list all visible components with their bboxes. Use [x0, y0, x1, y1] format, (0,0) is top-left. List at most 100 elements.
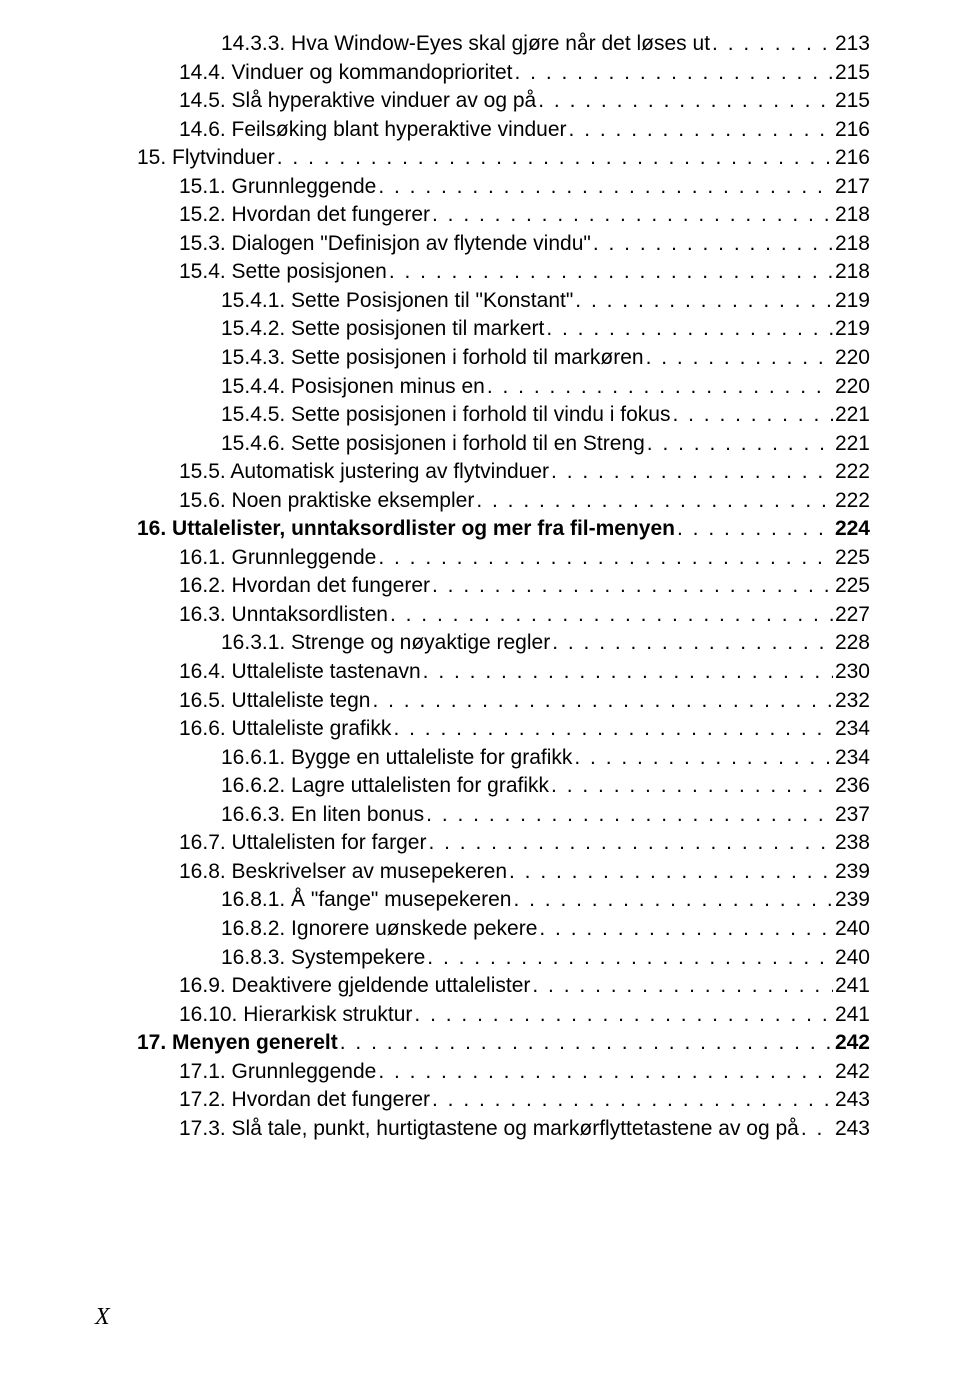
toc-entry-page: 216	[835, 144, 870, 173]
toc-entry-title: 14.4. Vinduer og kommandoprioritet	[179, 59, 512, 88]
toc-entry-title: 16. Uttalelister, unntaksordlister og me…	[137, 515, 675, 544]
toc-entry-title: 16.10. Hierarkisk struktur	[179, 1001, 412, 1030]
toc-entry-title: 15.4. Sette posisjonen	[179, 258, 387, 287]
toc-entry-page: 218	[835, 230, 870, 259]
toc-entry-page: 221	[835, 430, 870, 459]
toc-entry-page: 220	[835, 344, 870, 373]
toc-entry: 16.2. Hvordan det fungerer. . . . . . . …	[95, 572, 870, 601]
toc-entry: 15.1. Grunnleggende. . . . . . . . . . .…	[95, 173, 870, 202]
toc-entry: 15.5. Automatisk justering av flytvindue…	[95, 458, 870, 487]
toc-entry-title: 16.9. Deaktivere gjeldende uttalelister	[179, 972, 530, 1001]
toc-entry-page: 217	[835, 173, 870, 202]
toc-entry-title: 15.1. Grunnleggende	[179, 173, 376, 202]
toc-entry-page: 237	[835, 801, 870, 830]
toc-entry-leader: . . . . . . . . . . . . . . . . . . . . …	[538, 87, 833, 116]
toc-entry-page: 238	[835, 829, 870, 858]
toc-entry-leader: . . . . . . . . . . . . . . . . . . . . …	[432, 201, 833, 230]
toc-entry-title: 15.4.1. Sette Posisjonen til "Konstant"	[221, 287, 573, 316]
toc-entry: 16.6.2. Lagre uttalelisten for grafikk. …	[95, 772, 870, 801]
toc-entry-leader: . . . . . . . . . . . . . . . . . . . . …	[569, 116, 833, 145]
toc-entry-title: 16.8. Beskrivelser av musepekeren	[179, 858, 507, 887]
toc-entry-leader: . . . . . . . . . . . . . . . . . . . . …	[712, 30, 833, 59]
toc-entry-page: 236	[835, 772, 870, 801]
toc-entry: 15.2. Hvordan det fungerer. . . . . . . …	[95, 201, 870, 230]
toc-entry-leader: . . . . . . . . . . . . . . . . . . . . …	[277, 144, 833, 173]
toc-page: 14.3.3. Hva Window-Eyes skal gjøre når d…	[0, 0, 960, 1379]
toc-entry-title: 15.4.3. Sette posisjonen i forhold til m…	[221, 344, 644, 373]
toc-entry-leader: . . . . . . . . . . . . . . . . . . . . …	[372, 687, 833, 716]
toc-entry-title: 15.4.5. Sette posisjonen i forhold til v…	[221, 401, 670, 430]
toc-entry-page: 218	[835, 258, 870, 287]
toc-entry-title: 15.5. Automatisk justering av flytvindue…	[179, 458, 549, 487]
toc-entry: 15.3. Dialogen "Definisjon av flytende v…	[95, 230, 870, 259]
toc-entry-leader: . . . . . . . . . . . . . . . . . . . . …	[378, 544, 833, 573]
toc-entry-title: 15.4.4. Posisjonen minus en	[221, 373, 485, 402]
toc-entry-title: 16.3. Unntaksordlisten	[179, 601, 388, 630]
toc-entry: 17.2. Hvordan det fungerer. . . . . . . …	[95, 1086, 870, 1115]
toc-entry-title: 15.3. Dialogen "Definisjon av flytende v…	[179, 230, 591, 259]
toc-entry: 16.7. Uttalelisten for farger. . . . . .…	[95, 829, 870, 858]
toc-entry-title: 16.6.1. Bygge en uttaleliste for grafikk	[221, 744, 572, 773]
toc-entry-leader: . . . . . . . . . . . . . . . . . . . . …	[677, 515, 833, 544]
toc-entry: 14.4. Vinduer og kommandoprioritet. . . …	[95, 59, 870, 88]
toc-entry-title: 16.8.1. Å "fange" musepekeren	[221, 886, 511, 915]
toc-entry-title: 16.6.3. En liten bonus	[221, 801, 424, 830]
toc-entry-leader: . . . . . . . . . . . . . . . . . . . . …	[532, 972, 833, 1001]
toc-entry-leader: . . . . . . . . . . . . . . . . . . . . …	[575, 287, 833, 316]
toc-entry-title: 16.5. Uttaleliste tegn	[179, 687, 370, 716]
toc-entry: 16.6. Uttaleliste grafikk. . . . . . . .…	[95, 715, 870, 744]
toc-entry: 15.4.4. Posisjonen minus en. . . . . . .…	[95, 373, 870, 402]
toc-entry-leader: . . . . . . . . . . . . . . . . . . . . …	[539, 915, 833, 944]
toc-entry-page: 240	[835, 915, 870, 944]
toc-entry: 15.4.1. Sette Posisjonen til "Konstant".…	[95, 287, 870, 316]
toc-entry-leader: . . . . . . . . . . . . . . . . . . . . …	[513, 886, 833, 915]
toc-entry-title: 15.2. Hvordan det fungerer	[179, 201, 430, 230]
toc-entry-leader: . . . . . . . . . . . . . . . . . . . . …	[378, 1058, 833, 1087]
toc-entry-title: 16.8.2. Ignorere uønskede pekere	[221, 915, 537, 944]
toc-entry-leader: . . . . . . . . . . . . . . . . . . . . …	[378, 173, 833, 202]
toc-entry: 16.8.2. Ignorere uønskede pekere. . . . …	[95, 915, 870, 944]
toc-entry-leader: . . . . . . . . . . . . . . . . . . . . …	[509, 858, 833, 887]
toc-entry-title: 15.4.2. Sette posisjonen til markert	[221, 315, 544, 344]
toc-entry-title: 15.4.6. Sette posisjonen i forhold til e…	[221, 430, 645, 459]
toc-entry-page: 216	[835, 116, 870, 145]
toc-entry-page: 215	[835, 87, 870, 116]
toc-entry-leader: . . . . . . . . . . . . . . . . . . . . …	[426, 801, 833, 830]
toc-entry-page: 228	[835, 629, 870, 658]
toc-entry-page: 222	[835, 458, 870, 487]
toc-entry-page: 241	[835, 972, 870, 1001]
toc-entry-page: 232	[835, 687, 870, 716]
toc-entry: 16.4. Uttaleliste tastenavn. . . . . . .…	[95, 658, 870, 687]
toc-entry-page: 242	[835, 1029, 870, 1058]
toc-entry-title: 16.1. Grunnleggende	[179, 544, 376, 573]
toc-entry-leader: . . . . . . . . . . . . . . . . . . . . …	[801, 1115, 833, 1144]
toc-entry-page: 222	[835, 487, 870, 516]
toc-entry-title: 16.2. Hvordan det fungerer	[179, 572, 430, 601]
toc-entry: 15.4.2. Sette posisjonen til markert. . …	[95, 315, 870, 344]
toc-entry-page: 242	[835, 1058, 870, 1087]
toc-entry-title: 16.7. Uttalelisten for farger	[179, 829, 426, 858]
toc-entry: 16.5. Uttaleliste tegn. . . . . . . . . …	[95, 687, 870, 716]
toc-entry-title: 16.6. Uttaleliste grafikk	[179, 715, 391, 744]
toc-entry-title: 16.4. Uttaleliste tastenavn	[179, 658, 421, 687]
toc-entry-page: 224	[835, 515, 870, 544]
toc-entry-title: 16.6.2. Lagre uttalelisten for grafikk	[221, 772, 549, 801]
toc-entry-leader: . . . . . . . . . . . . . . . . . . . . …	[546, 315, 833, 344]
toc-entry: 16.3. Unntaksordlisten. . . . . . . . . …	[95, 601, 870, 630]
toc-entry-leader: . . . . . . . . . . . . . . . . . . . . …	[432, 572, 833, 601]
toc-entry-page: 234	[835, 744, 870, 773]
toc-entry-page: 219	[835, 287, 870, 316]
toc-entry-leader: . . . . . . . . . . . . . . . . . . . . …	[487, 373, 833, 402]
toc-entry-leader: . . . . . . . . . . . . . . . . . . . . …	[432, 1086, 833, 1115]
toc-entry-page: 243	[835, 1115, 870, 1144]
toc-entry-page: 220	[835, 373, 870, 402]
toc-entry: 14.6. Feilsøking blant hyperaktive vindu…	[95, 116, 870, 145]
toc-entry-leader: . . . . . . . . . . . . . . . . . . . . …	[672, 401, 833, 430]
toc-entry-title: 17.1. Grunnleggende	[179, 1058, 376, 1087]
toc-entry: 16.8.1. Å "fange" musepekeren. . . . . .…	[95, 886, 870, 915]
toc-entry-title: 15.6. Noen praktiske eksempler	[179, 487, 474, 516]
toc-entry-leader: . . . . . . . . . . . . . . . . . . . . …	[647, 430, 833, 459]
toc-entry-page: 240	[835, 944, 870, 973]
toc-entry-page: 218	[835, 201, 870, 230]
toc-entry-leader: . . . . . . . . . . . . . . . . . . . . …	[427, 944, 833, 973]
